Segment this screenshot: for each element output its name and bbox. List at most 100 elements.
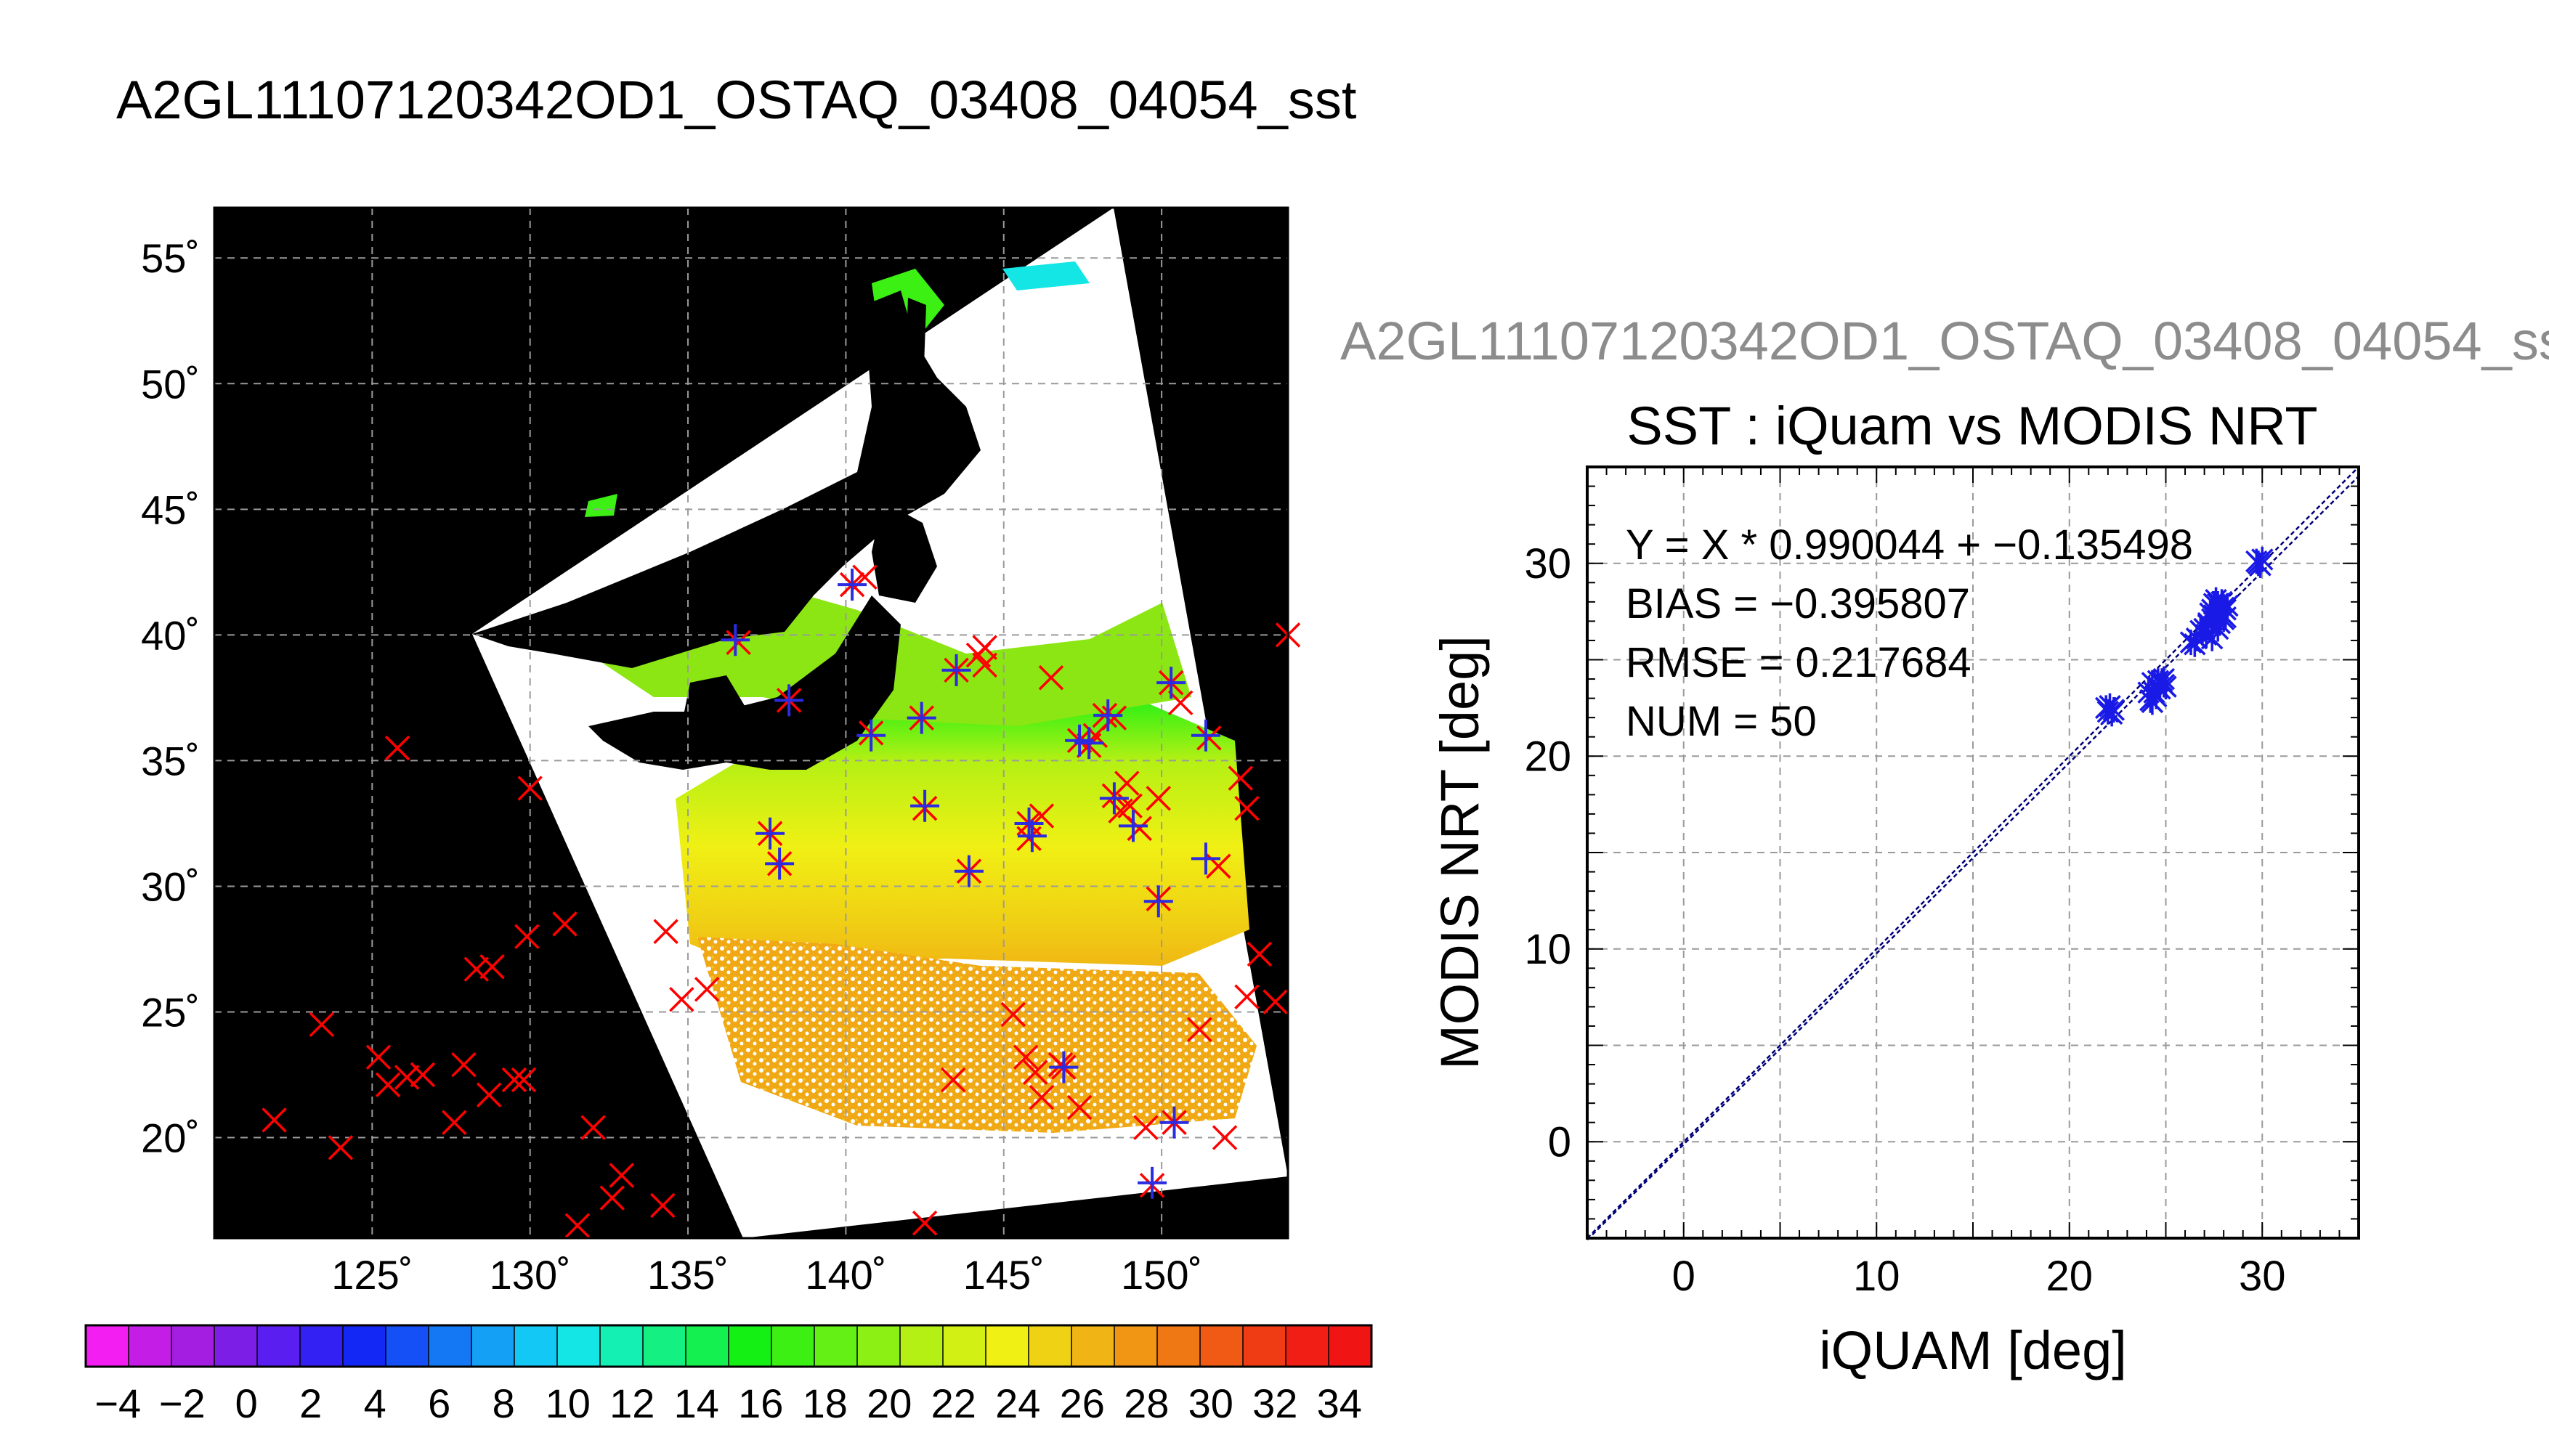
insitu-marker bbox=[1167, 690, 1194, 716]
insitu-marker bbox=[384, 735, 410, 761]
map-x-tick-label: 125˚ bbox=[331, 1252, 413, 1298]
colorbar-segment bbox=[1200, 1325, 1244, 1367]
insitu-marker bbox=[726, 630, 751, 655]
insitu-marker bbox=[912, 1210, 938, 1236]
map-panel: 125˚ 130˚ 135˚ 140˚ 145˚ 150˚ 20˚ 25˚ 30˚ 35˚ 40˚… bbox=[141, 206, 1301, 1298]
insitu-marker bbox=[328, 1135, 354, 1160]
insitu-marker bbox=[650, 1192, 676, 1219]
identity-line bbox=[1586, 466, 2359, 1239]
map-y-tick-label: 40˚ bbox=[141, 612, 200, 658]
colorbar-segment bbox=[1114, 1325, 1158, 1367]
colorbar-label: 22 bbox=[931, 1380, 976, 1426]
colorbar-segment bbox=[386, 1325, 429, 1367]
stats-num: NUM = 50 bbox=[1626, 698, 1817, 745]
insitu-marker bbox=[1247, 941, 1273, 967]
scatter-point bbox=[2200, 596, 2224, 622]
colorbar-segment bbox=[943, 1325, 986, 1367]
scatter-title: SST : iQuam vs MODIS NRT bbox=[1626, 396, 2317, 456]
insitu-marker bbox=[501, 1067, 527, 1093]
insitu-marker bbox=[1022, 1060, 1048, 1085]
insitu-marker bbox=[694, 977, 720, 1002]
colorbar-label: 2 bbox=[299, 1380, 322, 1426]
insitu-marker bbox=[309, 1012, 335, 1038]
scatter-x-tick-label: 0 bbox=[1672, 1253, 1695, 1300]
colorbar-frame bbox=[84, 1324, 1373, 1368]
colorbar-segment bbox=[1329, 1325, 1372, 1367]
land-japan-honshu bbox=[588, 595, 901, 770]
insitu-marker bbox=[940, 1067, 966, 1093]
colorbar-labels: −4 −2 0 2 4 6 8 10 12 14 16 18 20 22 24 26 28 30 32 34 bbox=[94, 1380, 1362, 1426]
scatter-x-tick-labels: 0 10 20 30 bbox=[1672, 1253, 2286, 1300]
page-title: A2GL11107120342OD1_OSTAQ_03408_04054_sst bbox=[116, 70, 1357, 130]
scatter-x-tick-label: 10 bbox=[1853, 1253, 1900, 1300]
insitu-marker bbox=[262, 1107, 287, 1133]
scatter-point bbox=[2152, 672, 2176, 698]
scatter-y-tick-label: 0 bbox=[1548, 1118, 1571, 1166]
insitu-marker bbox=[451, 1052, 477, 1078]
colorbar-label: 6 bbox=[428, 1380, 450, 1426]
colorbar-segment bbox=[86, 1325, 129, 1367]
insitu-marker bbox=[1000, 1001, 1026, 1028]
map-x-tick-label: 145˚ bbox=[963, 1252, 1045, 1298]
colorbar-label: 30 bbox=[1188, 1380, 1233, 1426]
insitu-marker bbox=[564, 1213, 591, 1238]
insitu-marker bbox=[552, 911, 578, 937]
insitu-marker bbox=[1114, 770, 1140, 796]
colorbar-segment bbox=[514, 1325, 558, 1367]
map-y-tick-label: 30˚ bbox=[141, 863, 200, 909]
sst-cyan-patch bbox=[1002, 261, 1090, 290]
insitu-marker bbox=[514, 924, 540, 949]
insitu-marker bbox=[1013, 1044, 1039, 1070]
scatter-stats: Y = X * 0.990044 + −0.135498 BIAS = −0.3… bbox=[1626, 521, 2193, 745]
map-x-tick-label: 130˚ bbox=[490, 1252, 571, 1298]
colorbar-label: 24 bbox=[995, 1380, 1040, 1426]
colorbar-segment bbox=[557, 1325, 601, 1367]
insitu-marker bbox=[1038, 664, 1064, 691]
insitu-marker bbox=[511, 1067, 537, 1093]
colorbar-label: 32 bbox=[1252, 1380, 1297, 1426]
insitu-marker bbox=[463, 956, 490, 982]
colorbar-label: 20 bbox=[867, 1380, 912, 1426]
insitu-marker bbox=[1228, 765, 1254, 791]
land-korea bbox=[683, 675, 748, 748]
insitu-marker bbox=[972, 635, 997, 660]
colorbar-segment bbox=[814, 1325, 858, 1367]
colorbar-label: 34 bbox=[1317, 1380, 1362, 1426]
colorbar-segment bbox=[471, 1325, 515, 1367]
colorbar-label: 12 bbox=[609, 1380, 655, 1426]
insitu-marker bbox=[394, 1065, 420, 1090]
map-y-tick-labels: 20˚ 25˚ 30˚ 35˚ 40˚ 45˚ 50˚ 55˚ bbox=[141, 235, 200, 1160]
scatter-panel: SST : iQuam vs MODIS NRT 0 10 20 30 0 10 20 30… bbox=[1430, 396, 2360, 1380]
colorbar-label: 0 bbox=[235, 1380, 258, 1426]
land-sakhalin bbox=[901, 298, 926, 472]
scatter-point bbox=[2184, 631, 2206, 657]
colorbar-label: 18 bbox=[803, 1380, 848, 1426]
right-header: A2GL11107120342OD1_OSTAQ_03408_04054_sst bbox=[1340, 311, 2549, 371]
sst-green-small bbox=[585, 494, 617, 517]
colorbar-segment bbox=[300, 1325, 344, 1367]
insitu-marker bbox=[375, 1072, 401, 1098]
colorbar-segment bbox=[900, 1325, 944, 1367]
colorbar-label: 28 bbox=[1124, 1380, 1169, 1426]
map-y-tick-label: 50˚ bbox=[141, 361, 200, 407]
insitu-marker bbox=[1133, 1115, 1159, 1140]
colorbar-segment bbox=[600, 1325, 644, 1367]
colorbar-segment bbox=[171, 1325, 215, 1367]
colorbar-segment bbox=[986, 1325, 1029, 1367]
colorbar-segment bbox=[643, 1325, 686, 1367]
colorbar-label: 16 bbox=[738, 1380, 783, 1426]
land-japan-north bbox=[872, 501, 937, 603]
colorbar-segment bbox=[686, 1325, 729, 1367]
insitu-marker bbox=[479, 953, 505, 980]
insitu-marker bbox=[580, 1115, 606, 1140]
scatter-point bbox=[2102, 697, 2125, 723]
scatter-y-label: MODIS NRT [deg] bbox=[1430, 635, 1490, 1070]
insitu-marker bbox=[517, 776, 543, 801]
insitu-marker bbox=[609, 1163, 635, 1188]
colorbar-panel: −4 −2 0 2 4 6 8 10 12 14 16 18 20 22 24 26 28 30 32 34 bbox=[84, 1324, 1373, 1426]
map-grid bbox=[214, 208, 1288, 1238]
insitu-marker bbox=[442, 1110, 467, 1136]
colorbar bbox=[84, 1324, 1373, 1368]
